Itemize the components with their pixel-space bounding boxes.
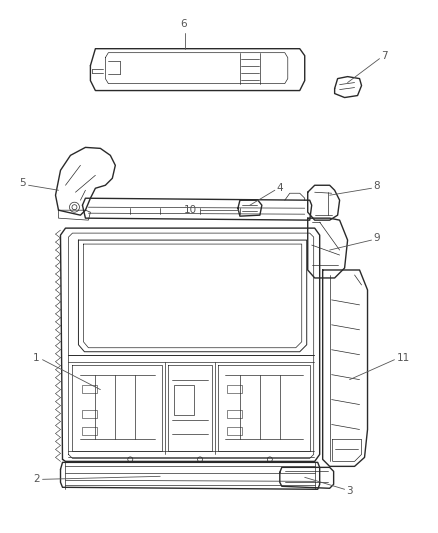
Text: 9: 9 — [374, 233, 380, 243]
Bar — [227, 385, 242, 393]
Text: 8: 8 — [374, 181, 380, 191]
Bar — [227, 427, 242, 435]
Text: 1: 1 — [33, 353, 39, 363]
Text: 11: 11 — [396, 353, 410, 363]
Text: 2: 2 — [33, 474, 39, 484]
Text: 7: 7 — [381, 51, 388, 61]
Text: 4: 4 — [277, 183, 283, 193]
Bar — [82, 409, 97, 417]
Bar — [82, 427, 97, 435]
Text: 6: 6 — [180, 19, 187, 29]
Text: 5: 5 — [19, 178, 25, 188]
Bar — [174, 385, 194, 415]
Text: 3: 3 — [346, 486, 353, 496]
Bar — [82, 385, 97, 393]
Text: 10: 10 — [184, 205, 197, 215]
Bar — [227, 409, 242, 417]
